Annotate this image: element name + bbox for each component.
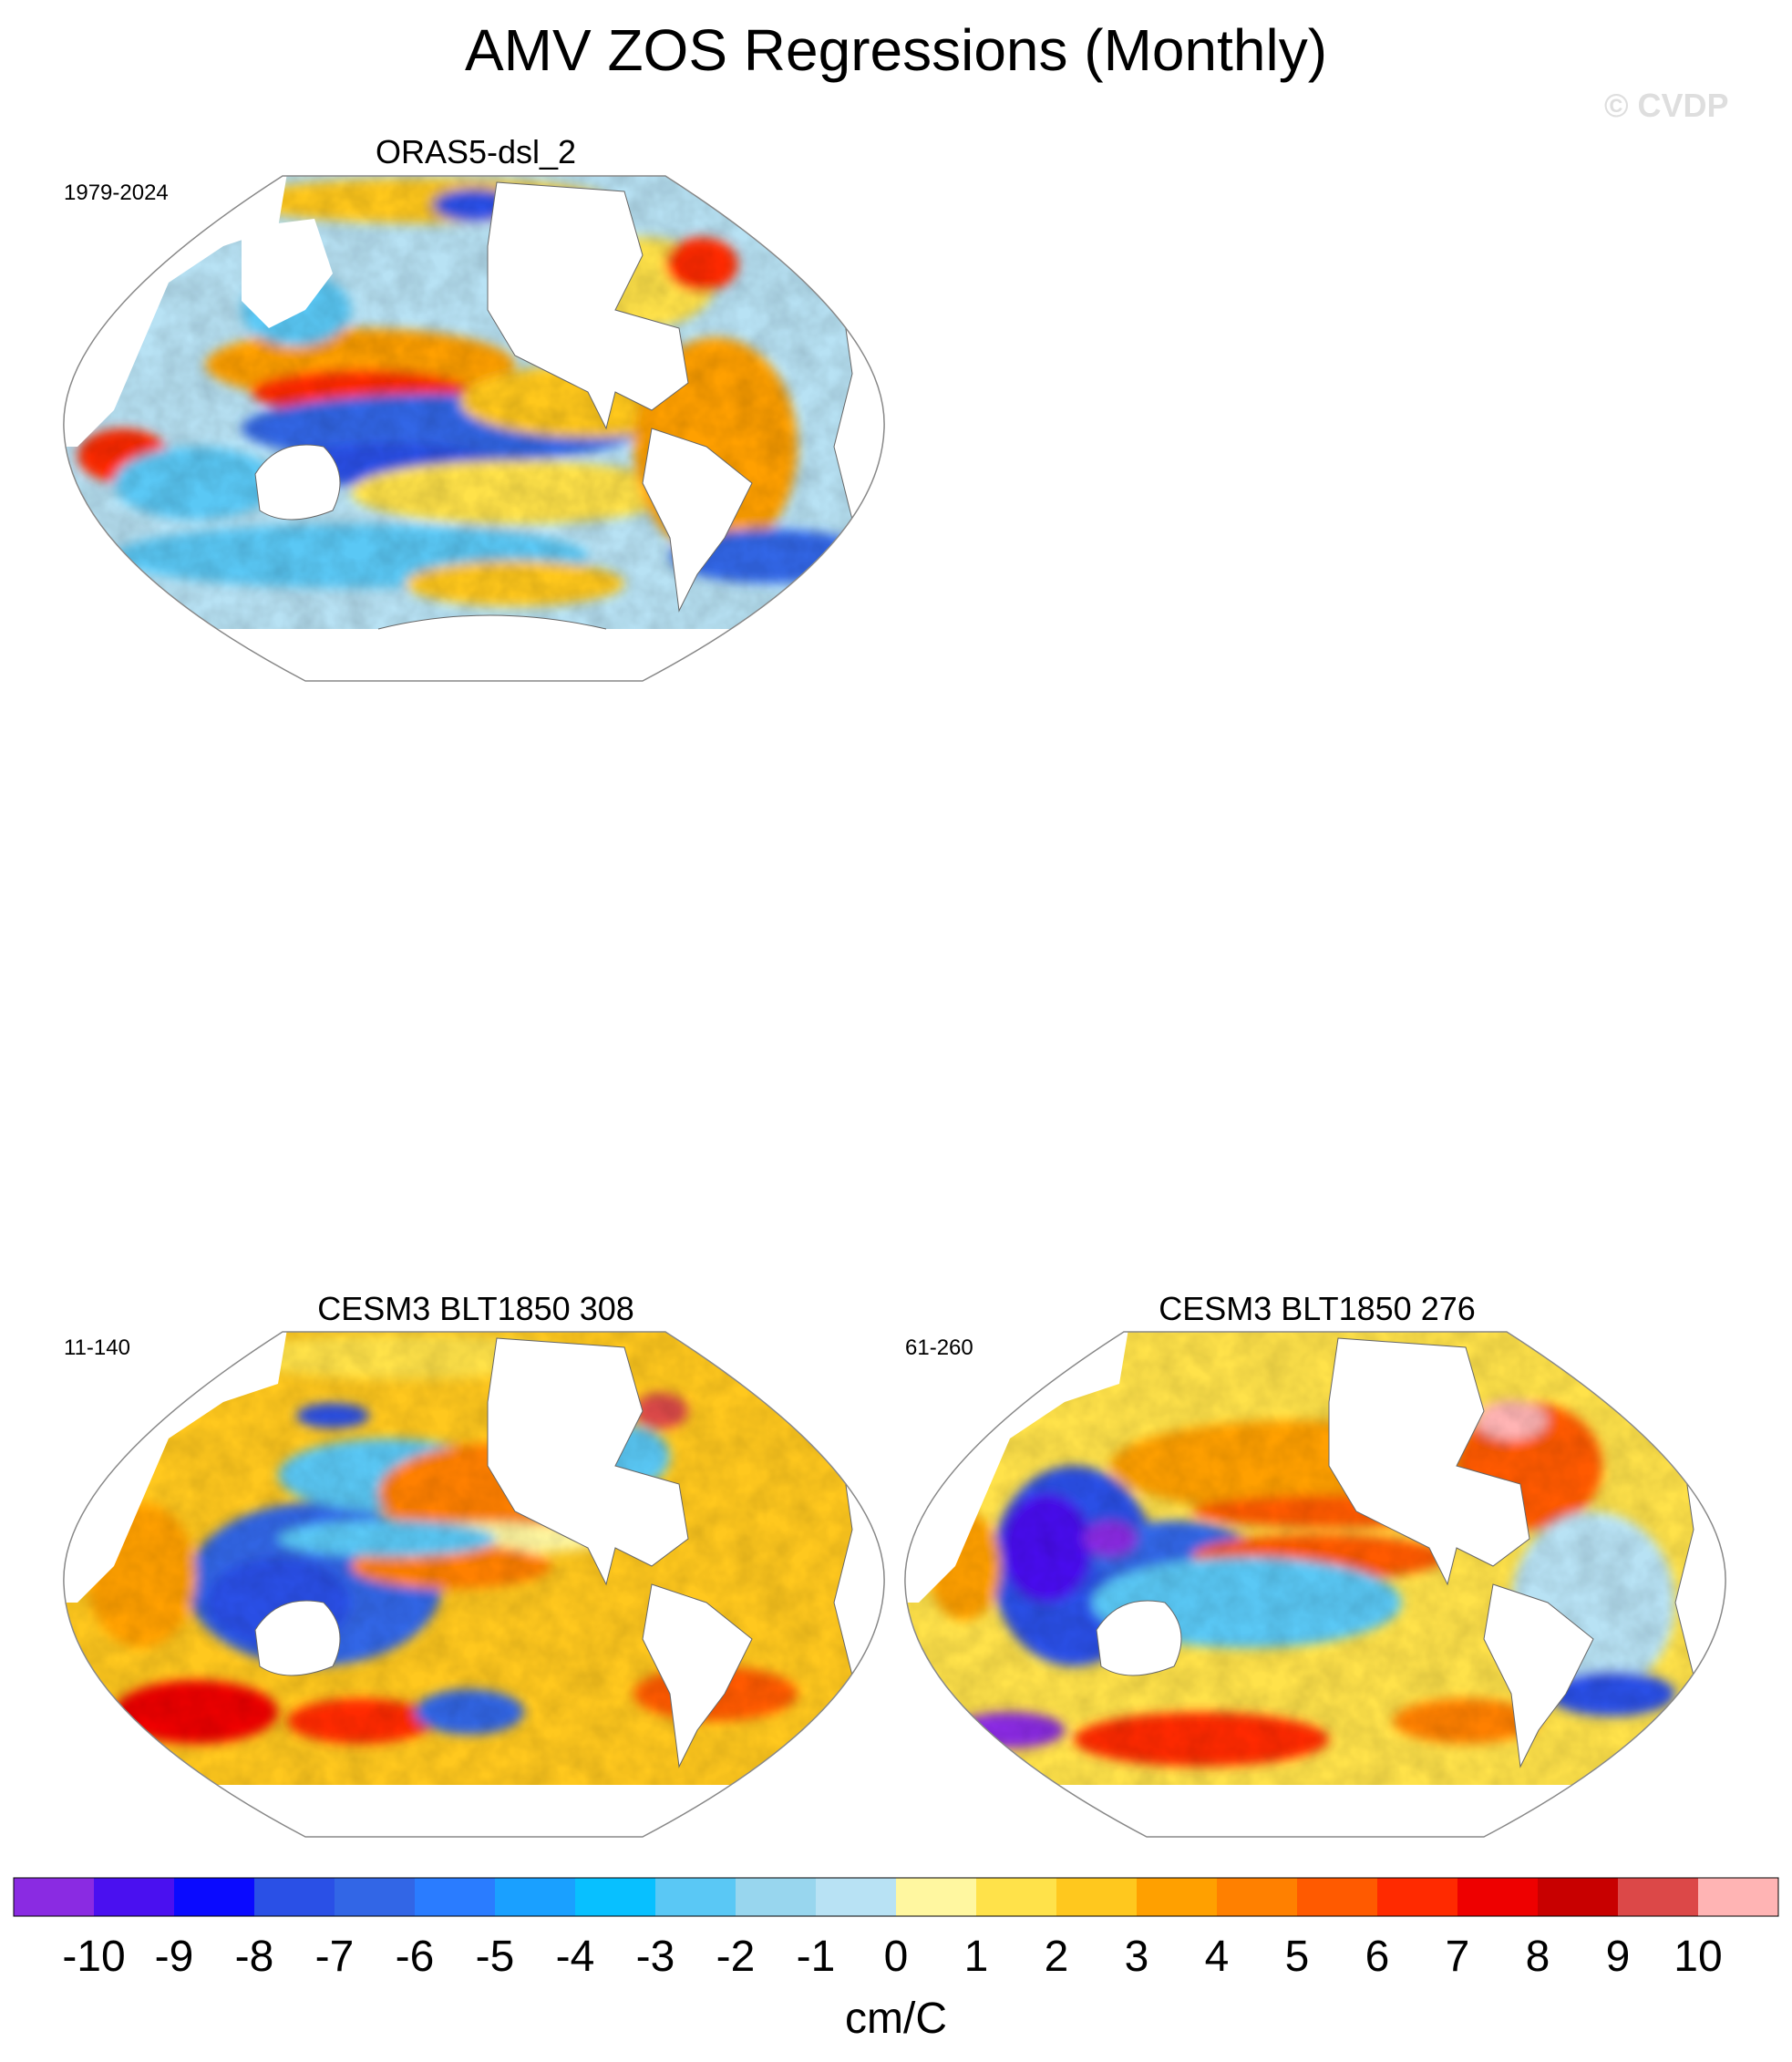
colorbar-box bbox=[816, 1878, 896, 1916]
colorbar-box bbox=[415, 1878, 495, 1916]
colorbar-units-label: cm/C bbox=[845, 1995, 947, 2043]
colorbar-box bbox=[1538, 1878, 1618, 1916]
colorbar-tick-label: 4 bbox=[1205, 1933, 1230, 1981]
colorbar-tick-label: -7 bbox=[315, 1933, 355, 1981]
colorbar-box bbox=[1217, 1878, 1297, 1916]
colorbar-box bbox=[174, 1878, 254, 1916]
panel-3-title: CESM3 BLT1850 276 bbox=[1159, 1290, 1476, 1327]
panel-1-title: ORAS5-dsl_2 bbox=[375, 133, 577, 170]
colorbar-box bbox=[14, 1878, 94, 1916]
colorbar-tick-label: -2 bbox=[716, 1933, 756, 1981]
colorbar-tick-label: -1 bbox=[797, 1933, 836, 1981]
colorbar-box bbox=[1457, 1878, 1538, 1916]
chart-title: AMV ZOS Regressions (Monthly) bbox=[464, 17, 1328, 83]
colorbar-tick-label: 1 bbox=[964, 1933, 989, 1981]
colorbar-tick-label: -9 bbox=[155, 1933, 194, 1981]
colorbar-box bbox=[575, 1878, 655, 1916]
panel-2-years: 11-140 bbox=[64, 1335, 130, 1360]
colorbar-box bbox=[736, 1878, 816, 1916]
colorbar-box bbox=[495, 1878, 575, 1916]
colorbar-outline bbox=[13, 1877, 1779, 1917]
colorbar-box bbox=[1618, 1878, 1698, 1916]
colorbar-tick-label: 7 bbox=[1446, 1933, 1470, 1981]
colorbar-box bbox=[94, 1878, 174, 1916]
colorbar-box bbox=[1698, 1878, 1778, 1916]
colorbar-tick-label: -6 bbox=[396, 1933, 435, 1981]
colorbar-tick-label: 6 bbox=[1365, 1933, 1390, 1981]
colorbar-box bbox=[254, 1878, 335, 1916]
colorbar-tick-label: -10 bbox=[62, 1933, 125, 1981]
colorbar-tick-label: 10 bbox=[1674, 1933, 1722, 1981]
colorbar-tick-label: 2 bbox=[1045, 1933, 1069, 1981]
colorbar-box bbox=[1377, 1878, 1457, 1916]
colorbar-tick-label: -5 bbox=[476, 1933, 515, 1981]
panel-2-title: CESM3 BLT1850 308 bbox=[317, 1290, 634, 1327]
colorbar-box bbox=[1137, 1878, 1217, 1916]
colorbar-box bbox=[655, 1878, 736, 1916]
colorbar: -10 -9 -8 -7 -6 -5 -4 -3 -2 -1 0 1 2 3 4 5 6 7 8 9 10 cm/C bbox=[13, 1877, 1779, 2043]
colorbar-tick-label: -8 bbox=[235, 1933, 274, 1981]
colorbar-box bbox=[896, 1878, 976, 1916]
panel-1-map bbox=[63, 175, 885, 682]
colorbar-tick-label: 8 bbox=[1526, 1933, 1550, 1981]
panel-3-years: 61-260 bbox=[905, 1335, 973, 1360]
panel-3-map bbox=[904, 1331, 1726, 1838]
colorbar-box bbox=[335, 1878, 415, 1916]
colorbar-box bbox=[976, 1878, 1056, 1916]
panel-1-years: 1979-2024 bbox=[64, 180, 169, 205]
colorbar-tick-label: 9 bbox=[1606, 1933, 1631, 1981]
copyright-watermark: © CVDP bbox=[1604, 87, 1729, 124]
colorbar-tick-label: 5 bbox=[1285, 1933, 1310, 1981]
colorbar-tick-label: -4 bbox=[556, 1933, 595, 1981]
colorbar-tick-label: 0 bbox=[884, 1933, 909, 1981]
colorbar-box bbox=[1297, 1878, 1377, 1916]
colorbar-box bbox=[1056, 1878, 1137, 1916]
colorbar-tick-label: -3 bbox=[636, 1933, 675, 1981]
panel-2-map bbox=[63, 1331, 885, 1838]
colorbar-tick-label: 3 bbox=[1125, 1933, 1149, 1981]
